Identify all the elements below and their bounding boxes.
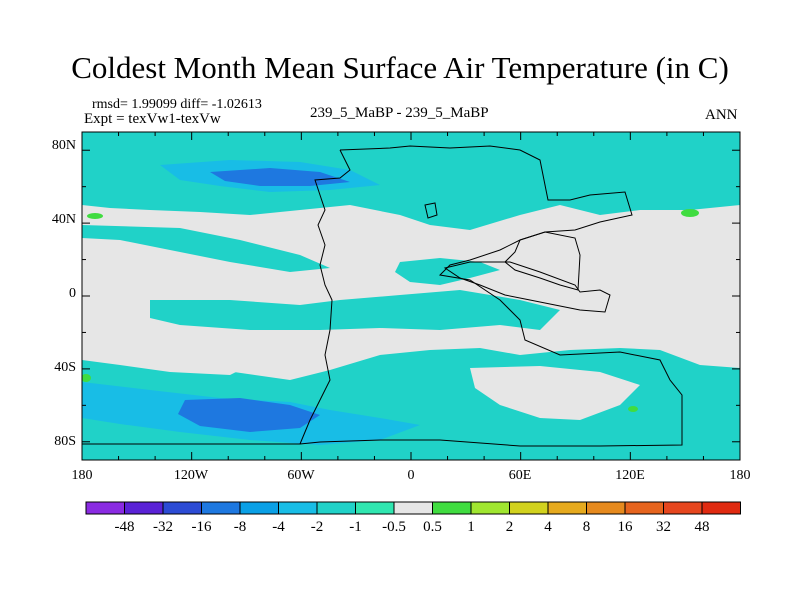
field-green-spot	[628, 406, 638, 412]
coastlines	[82, 145, 683, 447]
colorbar-swatch	[239, 501, 279, 515]
colorbar-swatch	[701, 501, 741, 515]
colorbar-swatch	[162, 501, 202, 515]
colorbar-swatch	[624, 501, 664, 515]
colorbar-label: 32	[656, 519, 671, 535]
colorbar	[85, 501, 741, 515]
lat-label: 80S	[54, 434, 76, 449]
lon-label: 120E	[615, 468, 645, 483]
colorbar-label: -0.5	[382, 519, 406, 535]
colorbar-label: 2	[505, 519, 514, 535]
period-label: ANN	[705, 107, 738, 123]
coastline-island	[424, 202, 438, 219]
field-north-band	[82, 132, 740, 230]
colorbar-swatch	[278, 501, 318, 515]
field-equatorial-band	[150, 290, 560, 330]
field-indian-band	[395, 258, 500, 285]
colorbar-label: -1	[349, 519, 362, 535]
experiment-label: Expt = texVw1-texVw	[84, 111, 221, 127]
colorbar-swatch	[393, 501, 433, 515]
colorbar-label: -32	[153, 519, 173, 535]
colorbar-swatch	[355, 501, 395, 515]
field-tropical-band	[82, 225, 330, 272]
axis-ticks	[81, 132, 741, 460]
colorbar-label: 16	[617, 519, 633, 535]
colorbar-swatch	[124, 501, 164, 515]
lat-label: 0	[69, 286, 76, 301]
colorbar-label: 1	[467, 519, 475, 535]
colorbar-swatch	[586, 501, 626, 515]
lon-label: 60W	[287, 468, 315, 483]
lon-label: 120W	[173, 468, 209, 483]
colorbar-label: 48	[694, 519, 710, 535]
colorbar-label: 8	[582, 519, 591, 535]
coastline-tethys	[443, 261, 611, 313]
lon-label: 180	[729, 468, 751, 483]
colorbar-label: -4	[272, 519, 285, 535]
lon-label: 180	[71, 468, 93, 483]
colorbar-label: -2	[310, 519, 324, 535]
comparison-label: 239_5_MaBP - 239_5_MaBP	[310, 105, 489, 121]
lon-label: 0	[407, 468, 415, 483]
colorbar-label: 4	[544, 519, 552, 535]
field-southwest-neutral	[82, 340, 250, 375]
field-south-coldest	[178, 398, 320, 432]
colorbar-label: -16	[191, 519, 212, 535]
field-green-spot	[82, 374, 91, 382]
map-field	[82, 132, 740, 460]
colorbar-label: -48	[114, 519, 135, 535]
colorbar-swatch	[663, 501, 703, 515]
colorbar-swatch	[201, 501, 241, 515]
colorbar-swatch	[432, 501, 472, 515]
colorbar-swatch	[316, 501, 356, 515]
lat-label: 80N	[51, 138, 76, 153]
colorbar-label: -8	[233, 519, 247, 535]
colorbar-swatch	[470, 501, 510, 515]
coastline-pangaea	[82, 145, 683, 447]
colorbar-swatch	[85, 501, 125, 515]
lat-label: 40N	[51, 212, 76, 227]
field-green-spot	[87, 213, 103, 219]
field-south-neutral	[470, 366, 640, 420]
field-green-spot	[681, 209, 699, 217]
stats-label: rmsd= 1.99099 diff= -1.02613	[92, 97, 262, 112]
colorbar-label: 0.5	[423, 519, 442, 535]
plot-title: Coldest Month Mean Surface Air Temperatu…	[71, 50, 729, 85]
lat-label: 40S	[54, 360, 76, 375]
colorbar-swatch	[547, 501, 587, 515]
colorbar-swatch	[509, 501, 549, 515]
coastline-inner-sea	[504, 231, 581, 291]
lon-label: 60E	[508, 468, 532, 483]
